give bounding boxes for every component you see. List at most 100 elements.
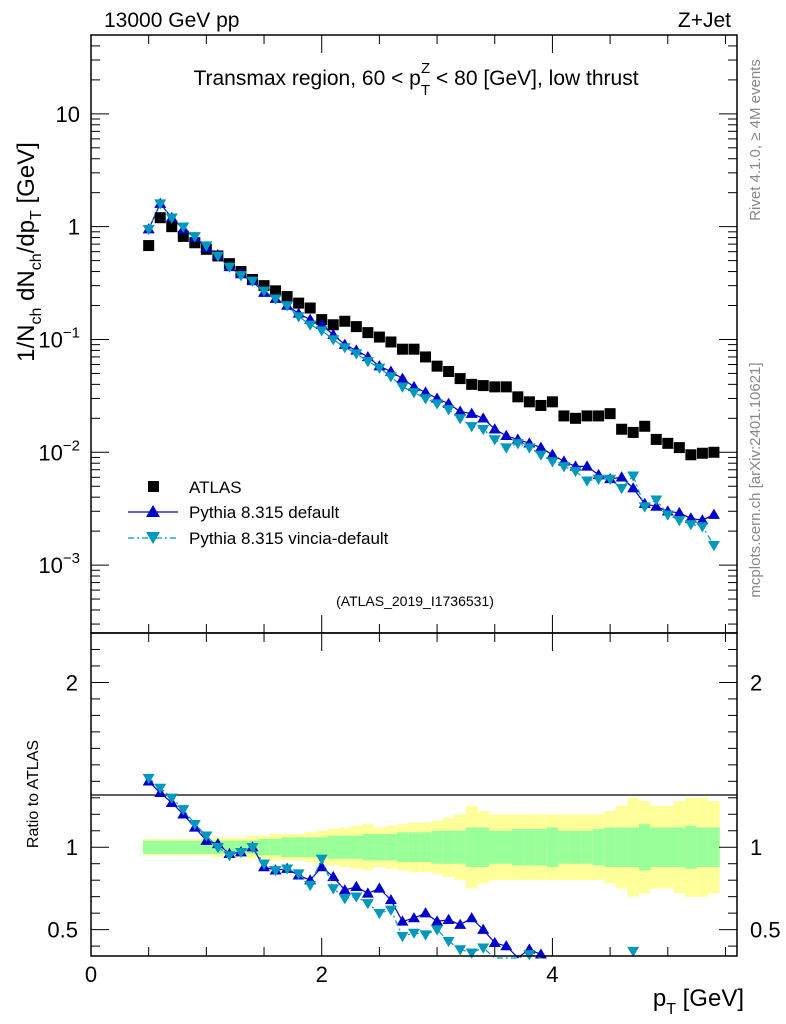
data-point-atlas <box>489 381 501 393</box>
data-point-default <box>465 407 478 418</box>
data-point-vincia <box>557 462 570 473</box>
data-point-vincia <box>488 435 501 446</box>
band-inner <box>581 830 593 864</box>
ratio-point-vincia <box>223 851 236 862</box>
data-point-default <box>615 471 628 482</box>
band-inner <box>523 829 536 866</box>
legend-label-default: Pythia 8.315 default <box>189 503 340 522</box>
ratio-point-vincia <box>627 946 640 958</box>
data-point-atlas <box>604 408 616 420</box>
band-inner <box>546 827 559 868</box>
series-line-vincia <box>148 202 715 546</box>
band-inner <box>535 829 547 866</box>
data-point-vincia <box>604 474 617 485</box>
ratio-point-default <box>534 948 547 959</box>
band-inner <box>558 830 570 864</box>
data-point-atlas <box>420 351 432 363</box>
data-point-atlas <box>477 380 489 392</box>
main-panel-frame <box>90 34 738 634</box>
band-inner <box>327 835 340 859</box>
data-point-atlas <box>685 449 697 461</box>
data-point-atlas <box>708 446 720 458</box>
data-point-atlas <box>385 336 397 348</box>
data-point-vincia <box>707 541 720 552</box>
data-point-default <box>684 512 697 523</box>
data-point-vincia <box>200 241 213 252</box>
data-point-vincia <box>650 495 663 506</box>
y-tick-label: 10 <box>56 102 80 127</box>
data-point-atlas <box>258 280 270 292</box>
data-point-atlas <box>570 412 581 424</box>
ratio-point-vincia <box>177 805 190 816</box>
x-tick-label: 4 <box>546 962 558 987</box>
data-point-atlas <box>616 423 628 435</box>
ratio-point-default <box>396 915 409 926</box>
data-point-default <box>534 441 547 452</box>
data-point-atlas <box>166 221 178 233</box>
ratio-point-default <box>419 907 432 918</box>
data-point-vincia <box>338 343 351 354</box>
data-point-atlas <box>581 410 593 422</box>
band-inner <box>431 830 443 864</box>
ratio-point-default <box>373 882 386 893</box>
data-point-atlas <box>339 315 351 327</box>
data-point-default <box>419 386 432 397</box>
ratio-point-vincia <box>327 884 340 895</box>
data-point-atlas <box>662 437 674 449</box>
data-point-vincia <box>154 199 167 210</box>
data-point-vincia <box>638 502 651 513</box>
ratio-point-vincia <box>234 847 247 859</box>
data-point-vincia <box>142 224 155 236</box>
band-inner <box>638 824 651 871</box>
data-point-vincia <box>165 213 178 224</box>
data-point-atlas <box>396 343 408 355</box>
ratio-point-vincia <box>315 854 328 865</box>
band-inner <box>177 840 190 854</box>
band-inner <box>223 840 236 854</box>
data-point-atlas <box>362 327 374 339</box>
data-point-vincia <box>661 510 674 521</box>
main-panel: 10−3 10−2 10−1 1 10 Transmax region, 60 < pT… <box>13 34 738 634</box>
band-inner <box>142 840 155 854</box>
data-point-default <box>627 482 640 493</box>
band-inner <box>465 827 478 868</box>
data-point-atlas <box>443 366 455 378</box>
ratio-point-default <box>327 870 340 882</box>
plot-title: Transmax region, 60 < pTZ < 80 [GeV], lo… <box>193 60 638 99</box>
data-point-vincia <box>188 232 201 243</box>
data-point-atlas <box>535 399 547 411</box>
ratio-y-axis-title: Ratio to ATLAS <box>25 740 42 848</box>
ratio-point-default <box>361 887 374 898</box>
ratio-point-default <box>454 918 467 929</box>
data-point-vincia <box>431 399 444 410</box>
data-point-vincia <box>373 363 386 374</box>
band-inner <box>304 837 316 858</box>
band-inner <box>189 840 201 854</box>
data-point-atlas <box>546 396 558 408</box>
ratio-point-vincia <box>477 943 490 954</box>
ratio-point-vincia <box>200 831 213 842</box>
band-inner <box>165 840 178 854</box>
data-point-vincia <box>384 372 397 383</box>
ratio-y-tick-label-right: 0.5 <box>750 918 781 943</box>
ratio-point-default <box>384 893 397 905</box>
ratio-point-vincia <box>396 932 409 943</box>
ratio-point-vincia <box>361 899 374 910</box>
ratio-point-vincia <box>419 930 432 941</box>
data-point-atlas <box>408 343 420 355</box>
data-point-vincia <box>246 276 259 287</box>
data-point-atlas <box>466 378 478 390</box>
band-inner <box>569 830 582 864</box>
ratio-point-vincia <box>465 948 478 959</box>
band-inner <box>339 835 351 859</box>
data-point-vincia <box>315 326 328 337</box>
ratio-point-vincia <box>384 905 397 916</box>
data-point-vincia <box>281 301 294 312</box>
band-inner <box>396 832 409 863</box>
y-tick-label: 1 <box>68 215 80 240</box>
band-inner <box>708 827 720 868</box>
data-point-default <box>673 506 686 518</box>
band-inner <box>650 827 663 868</box>
data-point-vincia <box>396 382 409 393</box>
